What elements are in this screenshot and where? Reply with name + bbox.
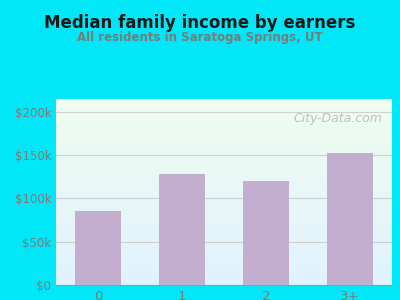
Bar	[75, 212, 121, 285]
Bar	[243, 181, 289, 285]
Text: Median family income by earners: Median family income by earners	[44, 14, 356, 32]
Bar	[159, 174, 205, 285]
Bar	[327, 153, 373, 285]
Text: City-Data.com: City-Data.com	[293, 112, 382, 125]
Text: All residents in Saratoga Springs, UT: All residents in Saratoga Springs, UT	[77, 32, 323, 44]
